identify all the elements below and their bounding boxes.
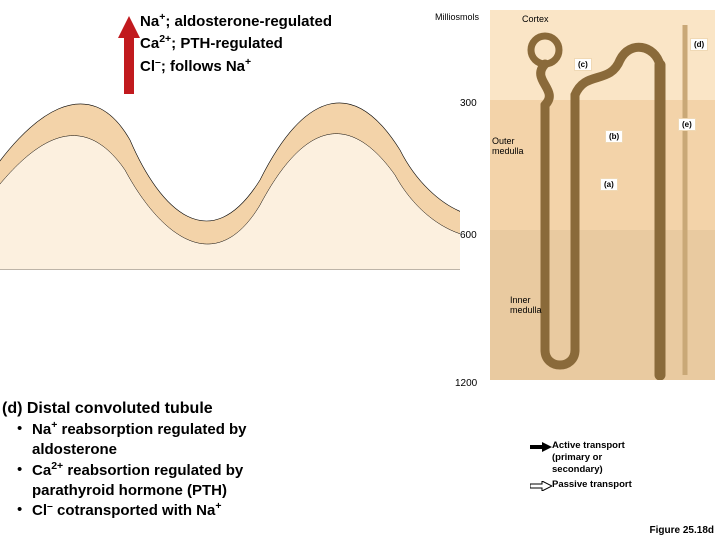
callout-e: (e) — [678, 118, 696, 131]
ion-labels: Na+; aldosterone-regulated Ca2+; PTH-reg… — [140, 10, 332, 77]
mini-nephron-svg — [490, 10, 715, 380]
description-title: (d) Distal convoluted tubule — [2, 398, 422, 419]
bullet-na: Na+ reabsorption regulated by aldosteron… — [32, 419, 422, 460]
label-ca: Ca2+; PTH-regulated — [140, 32, 332, 54]
mini-nephron: Cortex Outer medulla Inner medulla (c) (… — [490, 10, 715, 380]
callout-d: (d) — [690, 38, 708, 51]
label-cl: Cl–; follows Na+ — [140, 55, 332, 77]
osmol-300: 300 — [460, 98, 477, 109]
legend-passive: Passive transport — [530, 479, 632, 491]
legend-active-label: Active transport (primary or secondary) — [552, 440, 625, 476]
passive-arrow-icon — [530, 481, 552, 491]
legend-passive-label: Passive transport — [552, 479, 632, 491]
callout-b: (b) — [605, 130, 623, 143]
bullet-ca: Ca2+ reabsortion regulated by parathyroi… — [32, 460, 422, 501]
osmol-600: 600 — [460, 230, 477, 241]
legend: Active transport (primary or secondary) … — [530, 440, 632, 494]
milliosmols-label: Milliosmols — [435, 12, 479, 22]
callout-c: (c) — [574, 58, 592, 71]
figure-number: Figure 25.18d — [650, 525, 714, 536]
callout-a: (a) — [600, 178, 618, 191]
label-na: Na+; aldosterone-regulated — [140, 10, 332, 32]
description-block: (d) Distal convoluted tubule Na+ reabsor… — [2, 398, 422, 521]
active-arrow-icon — [530, 442, 552, 452]
region-inner: Inner medulla — [510, 295, 542, 315]
region-outer: Outer medulla — [492, 136, 524, 156]
region-cortex: Cortex — [522, 14, 549, 24]
osmol-1200: 1200 — [455, 378, 477, 389]
bullet-cl: Cl– cotransported with Na+ — [32, 500, 422, 521]
legend-active: Active transport (primary or secondary) — [530, 440, 632, 476]
up-arrow-icon — [118, 16, 140, 94]
